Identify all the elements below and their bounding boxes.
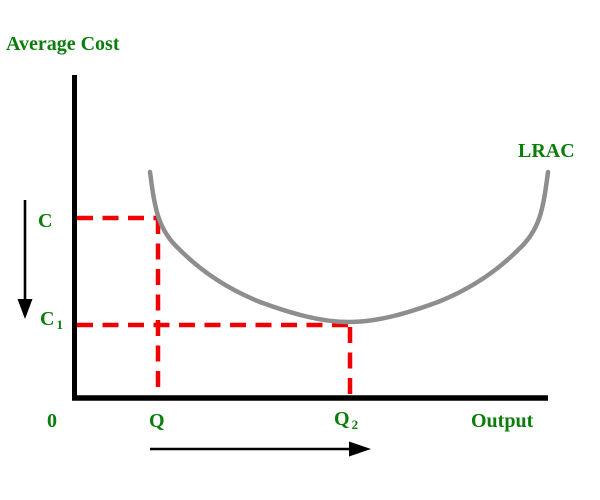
cost-level-label-c1-base: C <box>40 308 55 330</box>
right-arrow-head-icon <box>349 441 371 457</box>
y-axis-title: Average Cost <box>6 33 120 55</box>
quantity-label-q2-base: Q <box>334 408 350 430</box>
quantity-label-q: Q <box>149 410 165 432</box>
cost-level-label-c: C <box>38 210 53 232</box>
curve-label-lrac: LRAC <box>518 140 575 162</box>
lrac-curve <box>147 169 551 325</box>
guide-lines <box>77 215 353 396</box>
output-increase-arrow <box>150 441 371 457</box>
origin-label: 0 <box>47 410 57 432</box>
axes <box>72 75 548 401</box>
cost-decrease-arrow <box>17 200 33 319</box>
quantity-label-q2-subscript: 2 <box>351 417 359 432</box>
down-arrow-head-icon <box>17 299 33 319</box>
x-axis-title: Output <box>471 410 534 432</box>
cost-level-label-c1-subscript: 1 <box>56 317 63 332</box>
